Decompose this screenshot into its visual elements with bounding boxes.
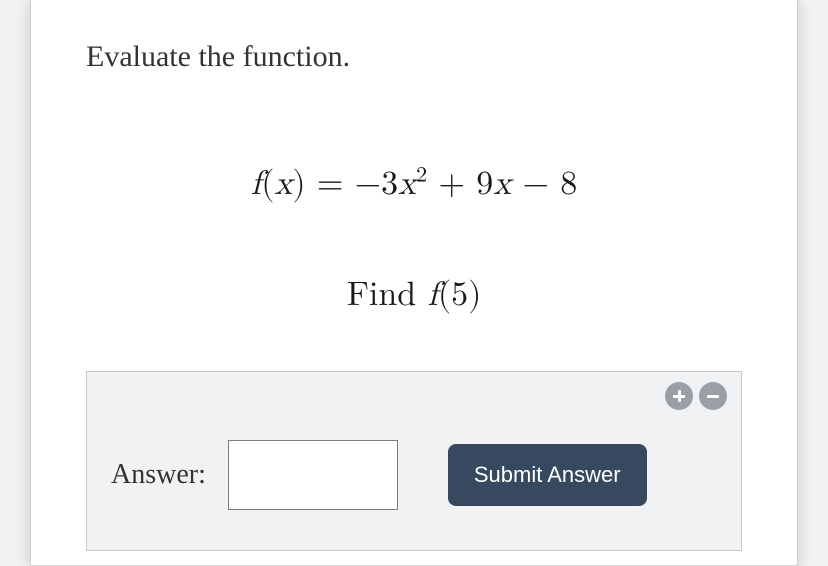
problem-card: Evaluate the function. f(x) = −3x2 + 9x … (30, 0, 798, 566)
eq-coef-b: 9 (476, 167, 493, 201)
function-definition: f(x) = −3x2 + 9x − 8 (86, 164, 742, 205)
eq-func: f (251, 167, 261, 201)
find-open-paren: ( (438, 278, 451, 312)
plus-icon[interactable] (665, 382, 693, 410)
eq-exp-a: 2 (416, 165, 427, 187)
eq-var-b: x (493, 167, 511, 201)
find-arg: 5 (451, 278, 468, 312)
eq-op2: − (522, 167, 560, 201)
find-prompt: Find f(5) (86, 275, 742, 316)
page-outer: Evaluate the function. f(x) = −3x2 + 9x … (0, 0, 828, 566)
minus-icon[interactable] (699, 382, 727, 410)
answer-label: Answer: (111, 459, 206, 491)
find-func: f (427, 278, 437, 312)
eq-op1: + (438, 167, 476, 201)
eq-const: 8 (560, 167, 577, 201)
eq-coef-a: −3 (355, 167, 398, 201)
answer-panel: Answer: Submit Answer (86, 371, 742, 551)
find-prefix: Find (347, 278, 428, 312)
eq-equals: = (317, 167, 355, 201)
instruction-text: Evaluate the function. (86, 40, 742, 74)
eq-var-a: x (398, 167, 416, 201)
submit-answer-button[interactable]: Submit Answer (448, 444, 647, 506)
eq-open-paren: ( (261, 167, 274, 201)
answer-input[interactable] (228, 440, 398, 510)
panel-controls (665, 382, 727, 410)
eq-close-paren: ) (292, 167, 305, 201)
eq-var: x (274, 167, 292, 201)
find-close-paren: ) (468, 278, 481, 312)
answer-row: Answer: Submit Answer (111, 440, 717, 510)
